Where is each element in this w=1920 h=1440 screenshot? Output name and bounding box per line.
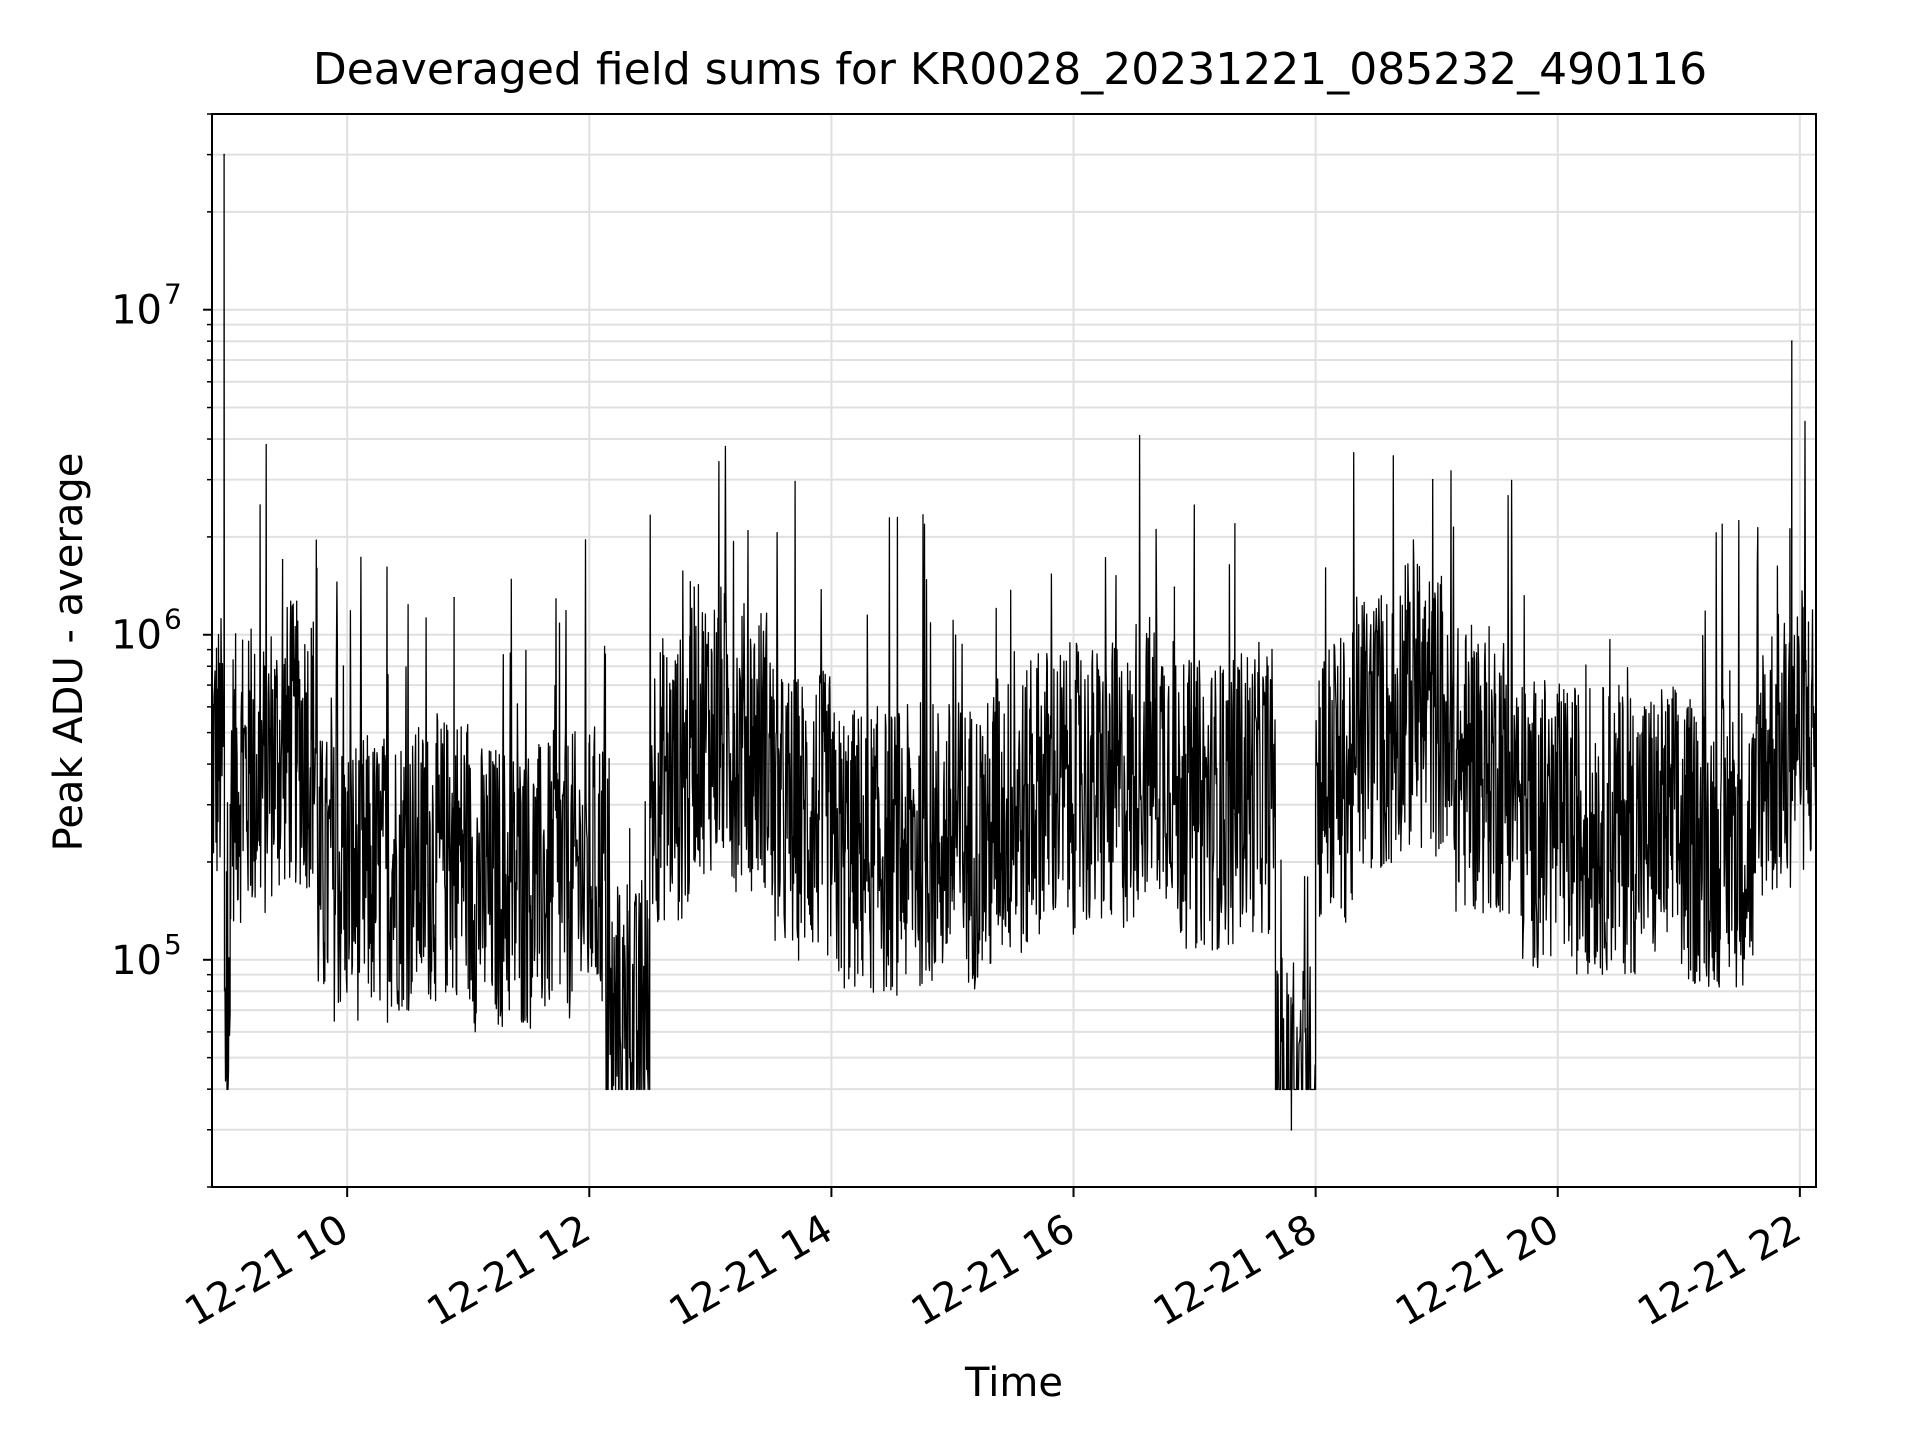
data-point: [346, 901, 349, 904]
x-tick-label: 12-21 12: [420, 1206, 599, 1336]
data-point: [830, 841, 833, 843]
data-point: [911, 868, 913, 870]
data-point: [1791, 340, 1793, 343]
x-tick-label: 12-21 20: [1388, 1206, 1567, 1336]
data-point: [1173, 586, 1176, 589]
data-point: [1678, 854, 1680, 856]
data-point: [1637, 854, 1640, 856]
data-point: [588, 892, 591, 895]
plot-frame: [211, 113, 1817, 1188]
data-point: [1431, 478, 1434, 481]
data-point: [628, 1056, 631, 1059]
data-point: [1314, 803, 1317, 806]
data-point: [467, 876, 470, 878]
chart-title: Deaveraged field sums for KR0028_2023122…: [313, 44, 1707, 95]
data-point: [693, 586, 695, 589]
data-point: [281, 559, 284, 561]
x-tick-label: 12-21 14: [662, 1206, 841, 1336]
data-point: [1355, 756, 1357, 758]
data-point: [1718, 868, 1720, 870]
data-point: [1274, 790, 1277, 793]
x-tick-label: 12-21 10: [177, 1206, 356, 1336]
data-point: [649, 803, 651, 806]
data-point: [770, 770, 772, 773]
data-point: [1476, 794, 1478, 797]
y-tick-exponent: 5: [164, 928, 182, 961]
data-point: [871, 876, 873, 878]
y-axis-label: Peak ADU - average: [46, 453, 92, 852]
x-tick-label: 12-21 22: [1630, 1206, 1809, 1336]
data-point: [951, 868, 954, 870]
data-point: [1133, 782, 1135, 784]
data-point: [1516, 763, 1519, 765]
data-point: [1597, 854, 1599, 856]
y-tick-exponent: 6: [164, 603, 182, 636]
data-point: [265, 782, 268, 784]
x-tick-label: 12-21 16: [904, 1206, 1083, 1336]
series-line: [211, 153, 1817, 1131]
data-point: [604, 653, 607, 656]
data-point: [295, 770, 298, 773]
data-point: [1193, 829, 1196, 832]
y-tick-label: 10: [111, 288, 162, 334]
data-point: [729, 753, 732, 755]
y-tick-exponent: 7: [164, 278, 182, 311]
data-point: [548, 901, 550, 904]
data-point: [453, 596, 455, 599]
data-point: [1395, 731, 1398, 734]
grid-lines: [212, 113, 1816, 1188]
data-point: [1234, 813, 1236, 816]
data-point: [229, 803, 231, 806]
data-point: [1789, 770, 1791, 773]
data-point: [386, 892, 389, 895]
data-point: [427, 884, 429, 886]
data-point: [1032, 803, 1034, 806]
data-point: [223, 153, 225, 156]
data-point: [507, 911, 510, 914]
series-layer: [211, 153, 1817, 1131]
data-point: [1446, 737, 1448, 740]
x-tick-label: 12-21 18: [1146, 1206, 1325, 1336]
data-point: [1758, 782, 1761, 784]
x-axis-label: Time: [964, 1360, 1063, 1406]
y-tick-label: 10: [111, 938, 162, 984]
data-point: [1290, 1129, 1293, 1131]
data-point: [316, 567, 318, 570]
data-point: [992, 841, 994, 843]
data-point: [225, 1071, 227, 1074]
data-point: [689, 746, 691, 749]
data-point: [1556, 847, 1559, 850]
data-point: [1072, 813, 1075, 816]
y-tick-label: 10: [111, 613, 162, 659]
